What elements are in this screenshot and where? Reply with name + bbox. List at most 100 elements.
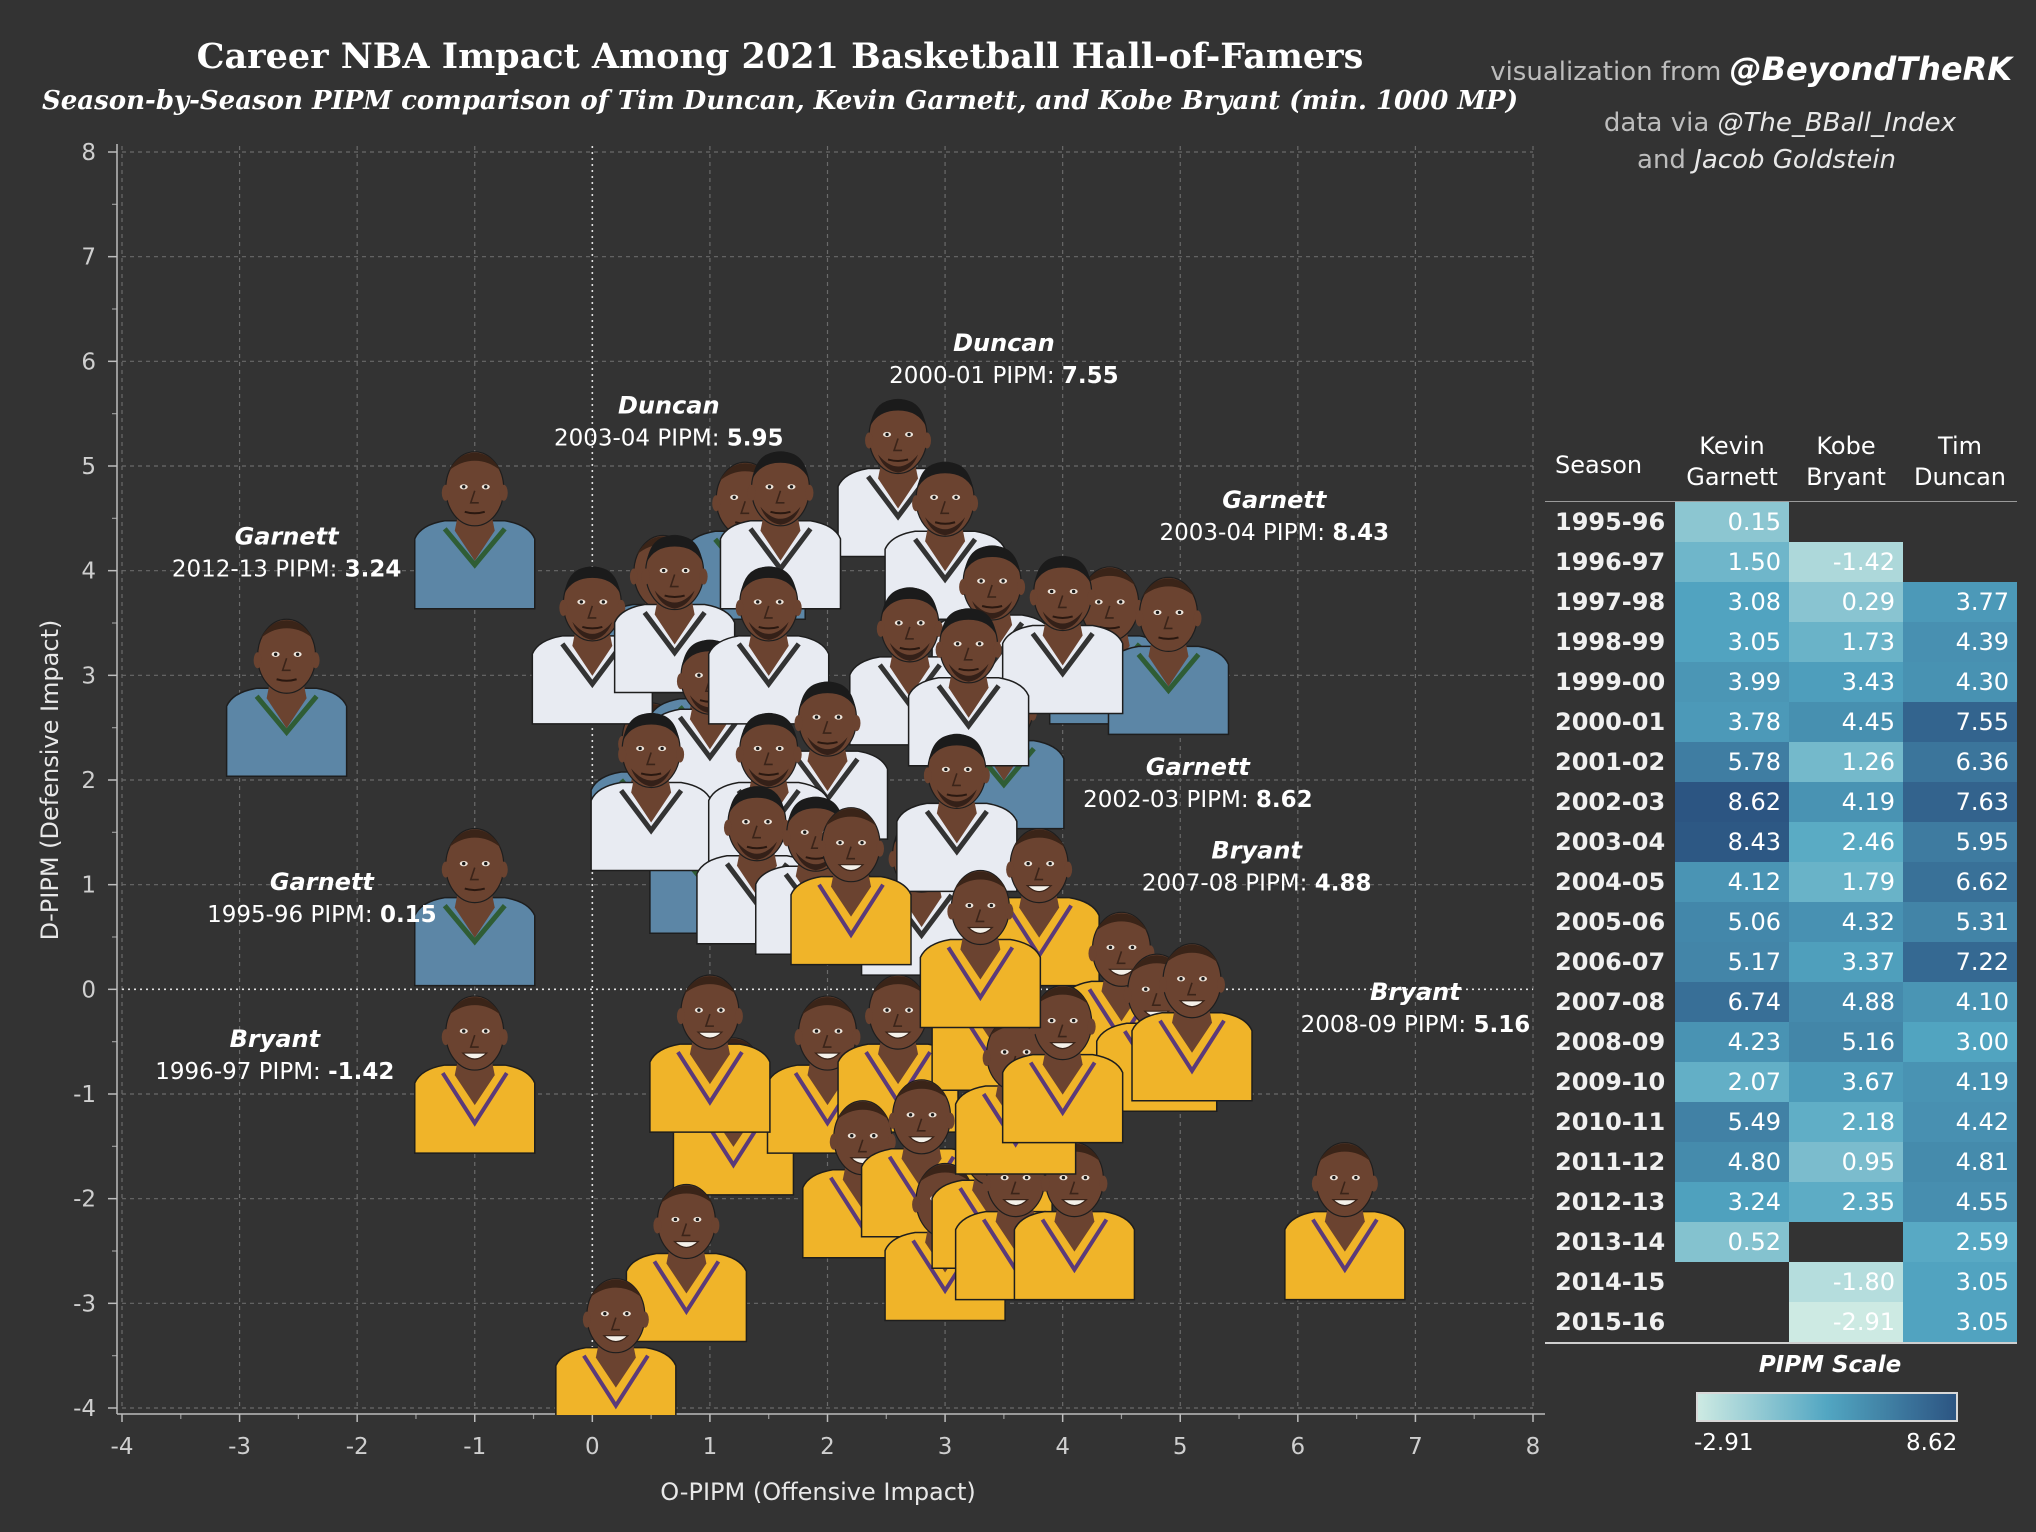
table-row: 2014-15 -1.80 3.05 [1545, 1262, 2017, 1302]
duncan-headshot-marker [896, 733, 1018, 893]
table-cell-duncan: 2.59 [1903, 1222, 2017, 1262]
table-cell-duncan: 6.62 [1903, 862, 2017, 902]
table-cell-duncan: 7.22 [1903, 942, 2017, 982]
table-cell-garnett: 5.49 [1675, 1102, 1789, 1142]
table-cell-garnett: 5.06 [1675, 902, 1789, 942]
table-body: 1995-96 0.15 1996-97 1.50 -1.42 1997-98 3.08 0.… [1545, 501, 2017, 1344]
bryant-headshot-marker [1284, 1141, 1406, 1301]
annotation: Garnett 2002-03 PIPM: 8.62 [1083, 753, 1313, 813]
table-cell-bryant: 3.67 [1789, 1062, 1903, 1102]
table-row: 2010-11 5.49 2.18 4.42 [1545, 1102, 2017, 1142]
table-cell-garnett: 2.07 [1675, 1062, 1789, 1102]
table-cell-duncan: 4.81 [1903, 1142, 2017, 1182]
annotation-player: Bryant [1211, 837, 1303, 865]
x-tick-label: 6 [1291, 1434, 1306, 1460]
annotation-value: 0.15 [380, 902, 437, 928]
annotation-value: 4.88 [1315, 871, 1372, 897]
table-cell-bryant: 4.45 [1789, 702, 1903, 742]
chart-subtitle: Season-by-Season PIPM comparison of Tim … [41, 86, 1519, 116]
y-tick-label: 0 [81, 977, 96, 1003]
scale-max-label: 8.62 [1906, 1430, 1958, 1456]
table-header-duncan: Tim Duncan [1903, 415, 2017, 502]
annotation-value: -1.42 [328, 1059, 394, 1085]
annotation: Bryant 1996-97 PIPM: -1.42 [155, 1025, 394, 1085]
table-cell-garnett: 3.99 [1675, 662, 1789, 702]
table-row: 2003-04 8.43 2.46 5.95 [1545, 822, 2017, 862]
annotation-season: 1996-97 PIPM: -1.42 [155, 1059, 394, 1085]
scatter-chart: -4 -3 -2 -1 0 1 2 3 4 5 6 7 8 8 7 6 5 4 3 2 1 0 -1 -2 -3 -4 Dunca… [36, 140, 1545, 1506]
table-cell-garnett: 5.78 [1675, 742, 1789, 782]
table-row: 2002-03 8.62 4.19 7.63 [1545, 782, 2017, 822]
annotation-season-label: 2002-03 PIPM: [1083, 787, 1256, 813]
table-cell-season: 2008-09 [1555, 1028, 1666, 1056]
annotation: Duncan 2000-01 PIPM: 7.55 [889, 329, 1119, 389]
annotation-season: 2012-13 PIPM: 3.24 [172, 557, 402, 583]
annotation: Garnett 2003-04 PIPM: 8.43 [1160, 486, 1390, 546]
annotation-player: Garnett [235, 523, 341, 551]
duncan-headshot-marker [1001, 555, 1124, 715]
table-cell-bryant: 4.19 [1789, 782, 1903, 822]
table-cell-garnett: 8.43 [1675, 822, 1789, 862]
table-cell-bryant: 0.95 [1789, 1142, 1903, 1182]
data-credit-prefix: data via [1603, 108, 1718, 138]
x-tick-label: 3 [938, 1434, 953, 1460]
table-cell-garnett: 3.24 [1675, 1182, 1789, 1222]
x-tick-label: 1 [703, 1434, 718, 1460]
annotation-season-label: 2003-04 PIPM: [1160, 520, 1333, 546]
visualization-credit: visualization from @BeyondTheRK [1490, 50, 2012, 88]
table-cell-season: 2005-06 [1555, 908, 1666, 936]
table-cell-bryant: 3.37 [1789, 942, 1903, 982]
scale-min-label: -2.91 [1694, 1430, 1754, 1456]
table-cell-duncan: 3.77 [1903, 582, 2017, 622]
table-row: 2004-05 4.12 1.79 6.62 [1545, 862, 2017, 902]
table-cell-bryant [1789, 502, 1903, 543]
table-cell-season: 2002-03 [1555, 788, 1666, 816]
annotation-season: 2008-09 PIPM: 5.16 [1301, 1012, 1531, 1038]
table-cell-bryant: -2.91 [1789, 1302, 1903, 1344]
chart-annotations: Duncan 2000-01 PIPM: 7.55 Duncan 2003-04 PI… [155, 329, 1530, 1085]
table-cell-duncan: 7.55 [1903, 702, 2017, 742]
x-tick-label: 7 [1408, 1434, 1423, 1460]
table-cell-bryant: 1.79 [1789, 862, 1903, 902]
table-cell-bryant: 0.29 [1789, 582, 1903, 622]
y-tick-label: -4 [73, 1396, 96, 1422]
table-cell-bryant: 1.73 [1789, 622, 1903, 662]
table-row: 1995-96 0.15 [1545, 501, 2017, 543]
table-row: 1996-97 1.50 -1.42 [1545, 542, 2017, 582]
chart-axes: -4 -3 -2 -1 0 1 2 3 4 5 6 7 8 8 7 6 5 4 3 2 1 0 -1 -2 -3 -4 [73, 140, 1545, 1460]
garnett-headshot-marker [225, 618, 348, 778]
table-row: 2006-07 5.17 3.37 7.22 [1545, 942, 2017, 982]
table-cell-bryant: 4.88 [1789, 982, 1903, 1022]
bryant-headshot-marker [919, 869, 1042, 1029]
y-tick-label: 8 [81, 140, 96, 166]
data-credit-second: and Jacob Goldstein [1637, 145, 1896, 175]
table-cell-garnett: 8.62 [1675, 782, 1789, 822]
table-row: 1999-00 3.99 3.43 4.30 [1545, 662, 2017, 702]
y-tick-label: -3 [73, 1291, 96, 1317]
bryant-headshot-marker [625, 1183, 748, 1343]
table-cell-duncan: 3.05 [1903, 1262, 2017, 1302]
annotation-value: 3.24 [345, 557, 402, 583]
table-cell-garnett [1675, 1262, 1789, 1302]
table-cell-garnett: 1.50 [1675, 542, 1789, 582]
y-tick-label: 7 [81, 245, 96, 271]
table-cell-bryant: 1.26 [1789, 742, 1903, 782]
table-header-bryant: Kobe Bryant [1789, 415, 1903, 502]
scale-legend-bar [1696, 1392, 1958, 1422]
data-credit-handle[interactable]: @The_BBall_Index [1717, 108, 1956, 138]
table-cell-bryant: -1.80 [1789, 1262, 1903, 1302]
annotation-player: Duncan [953, 329, 1055, 357]
table-cell-season: 1998-99 [1555, 628, 1666, 656]
table-header-row: Season Kevin Garnett Kobe Bryant Tim Duncan [1545, 415, 2017, 502]
annotation: Garnett 1995-96 PIPM: 0.15 [207, 868, 437, 928]
table-cell-garnett: 3.05 [1675, 622, 1789, 662]
table-cell-duncan [1903, 542, 2017, 582]
annotation-season: 2003-04 PIPM: 8.43 [1160, 520, 1390, 546]
duncan-headshot-marker [707, 566, 830, 725]
table-cell-garnett: 6.74 [1675, 982, 1789, 1022]
data-credit-and: and [1637, 145, 1695, 175]
annotation-player: Garnett [270, 868, 376, 896]
visualization-credit-handle[interactable]: @BeyondTheRK [1729, 50, 2012, 88]
table-row: 2001-02 5.78 1.26 6.36 [1545, 742, 2017, 782]
table-cell-season: 2015-16 [1545, 1302, 1675, 1344]
